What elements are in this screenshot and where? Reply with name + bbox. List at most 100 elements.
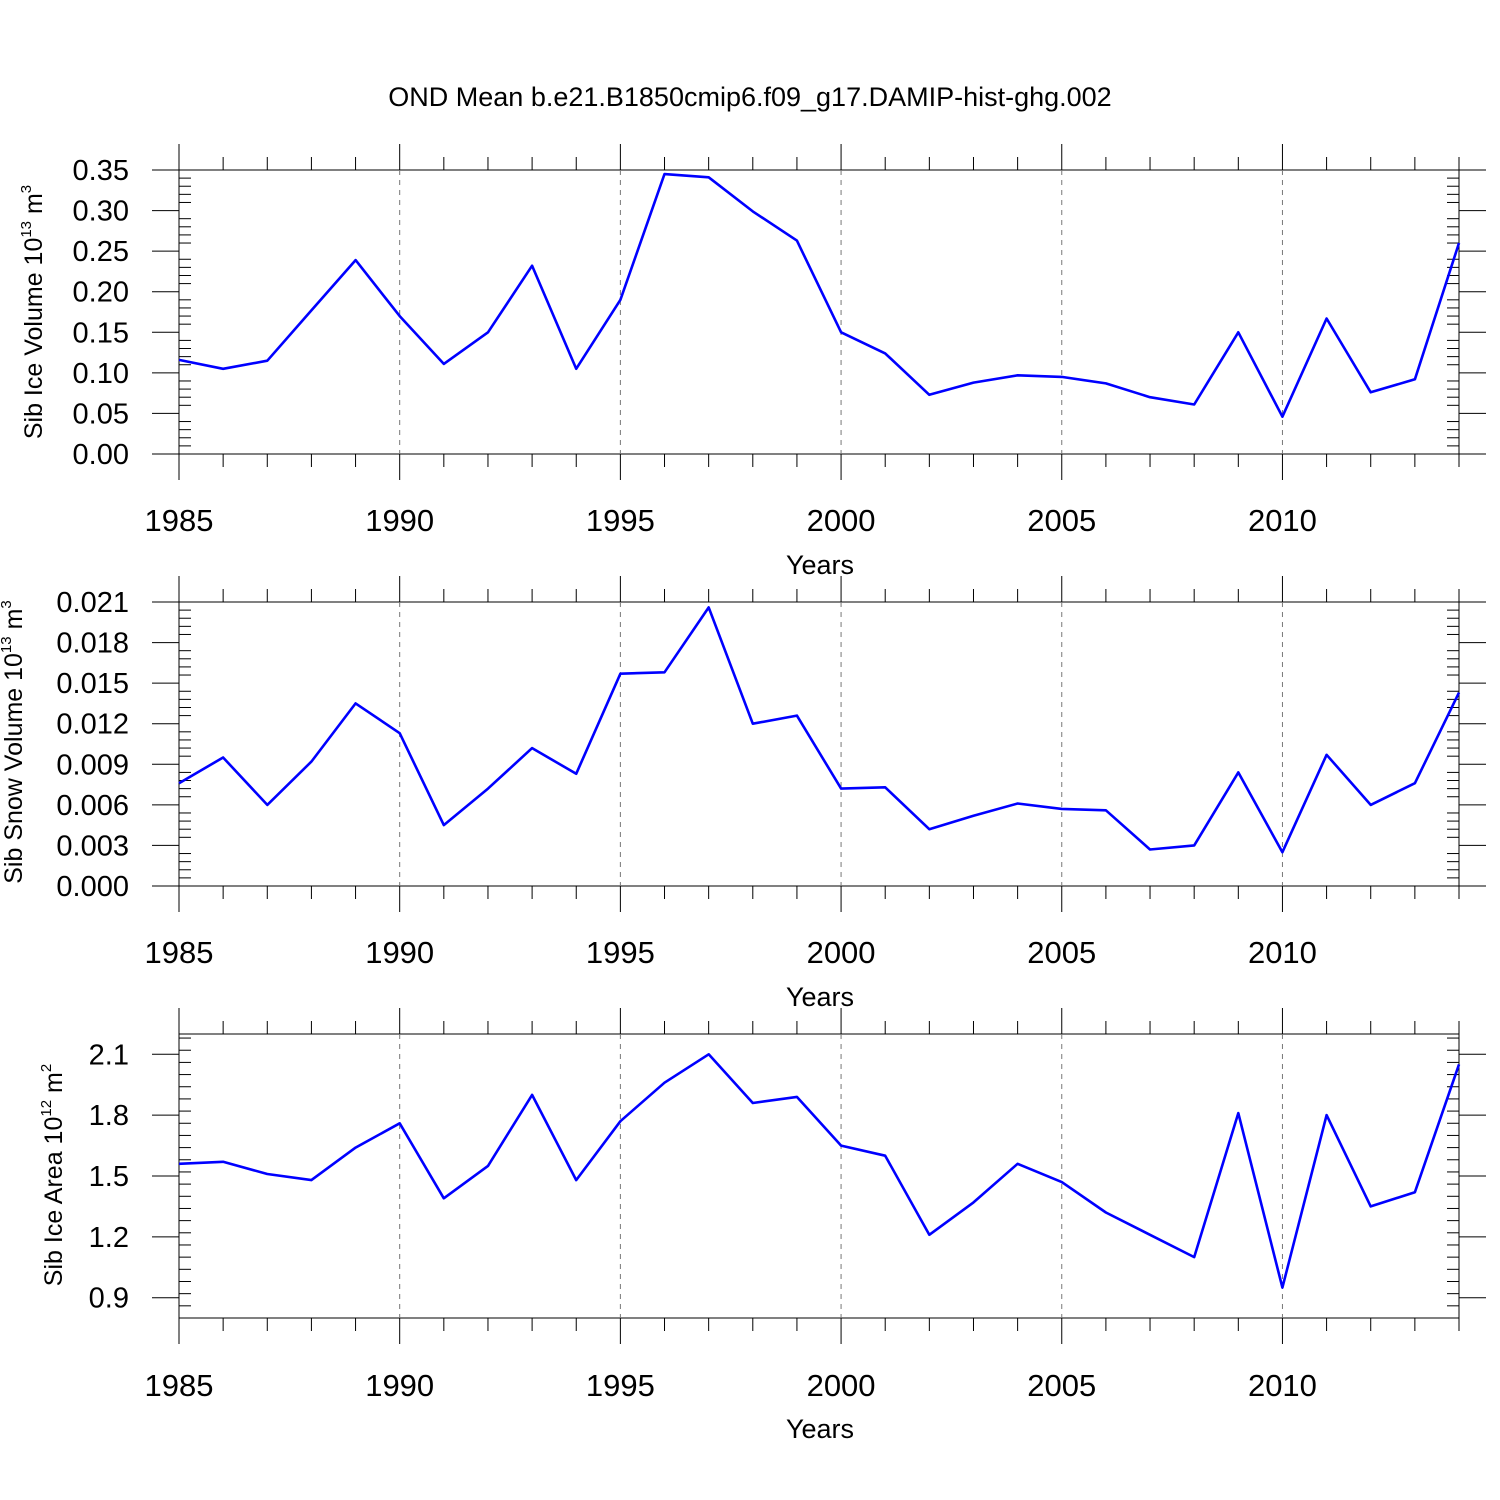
data-point [883, 351, 887, 355]
data-point [1236, 1111, 1240, 1115]
data-point [1016, 373, 1020, 377]
chart-title: OND Mean b.e21.B1850cmip6.f09_g17.DAMIP-… [388, 82, 1111, 112]
x-tick-label: 1990 [365, 1368, 434, 1403]
data-point [1413, 377, 1417, 381]
x-tick-label: 2000 [807, 935, 876, 970]
data-point [1236, 330, 1240, 334]
data-point [839, 1144, 843, 1148]
data-point [707, 605, 711, 609]
x-tick-label: 2010 [1248, 1368, 1317, 1403]
data-point [177, 781, 181, 785]
x-tick-label: 1995 [586, 503, 655, 538]
x-tick-label: 2005 [1027, 935, 1096, 970]
x-tick-label: 1995 [586, 1368, 655, 1403]
data-point [1148, 1233, 1152, 1237]
y-axis-label-unit: m [40, 1072, 68, 1100]
data-point [1325, 753, 1329, 757]
data-point [1060, 807, 1064, 811]
series-line [178, 606, 1461, 854]
data-point [1016, 802, 1020, 806]
y-tick-label: 0.35 [73, 155, 129, 187]
data-point [177, 1162, 181, 1166]
y-tick-label: 0.012 [56, 709, 129, 741]
y-tick-label: 1.5 [89, 1161, 129, 1193]
x-tick-label: 2000 [807, 503, 876, 538]
data-point [1104, 381, 1108, 385]
y-tick-label: 0.006 [56, 790, 129, 822]
y-axis-label-exp: 13 [0, 636, 15, 653]
y-tick-label: 0.10 [73, 358, 129, 390]
data-point [1280, 850, 1284, 854]
data-point [221, 1160, 225, 1164]
y-tick-label: 0.25 [73, 236, 129, 268]
y-tick-label: 2.1 [89, 1039, 129, 1071]
data-point [574, 772, 578, 776]
data-point [354, 701, 358, 705]
data-point [1280, 415, 1284, 419]
y-axis-label: Sib Ice Area 1012 m2 [38, 1064, 68, 1286]
data-point [486, 330, 490, 334]
y-tick-label: 0.00 [73, 439, 129, 471]
y-tick-label: 1.8 [89, 1100, 129, 1132]
data-point [1369, 803, 1373, 807]
x-axis-label: Years [786, 550, 854, 580]
panel-snow-volume: Years Sib Snow Volume 1013 m3 1985 1990 19… [0, 576, 1486, 1012]
data-point [663, 1081, 667, 1085]
data-point [795, 1095, 799, 1099]
data-point [1369, 1204, 1373, 1208]
data-point [927, 1233, 931, 1237]
y-axis-label-prefix: Sib Snow Volume 10 [0, 653, 28, 884]
y-tick-label: 0.009 [56, 749, 129, 781]
y-axis-label-exp: 12 [38, 1100, 55, 1117]
series-line [178, 172, 1461, 419]
y-tick-label: 0.9 [89, 1283, 129, 1315]
y-tick-label: 0.003 [56, 830, 129, 862]
y-axis-label-unit: m [0, 609, 28, 637]
data-point [751, 1101, 755, 1105]
data-point [927, 827, 931, 831]
data-point [751, 209, 755, 213]
data-point [486, 787, 490, 791]
data-point [971, 1200, 975, 1204]
data-point [530, 746, 534, 750]
data-point [1016, 1162, 1020, 1166]
plot-frame [178, 601, 1460, 887]
y-axis-label-prefix: Sib Ice Area 10 [40, 1117, 68, 1287]
data-point [1192, 403, 1196, 407]
data-point [1369, 390, 1373, 394]
data-point [883, 785, 887, 789]
x-tick-label: 2005 [1027, 503, 1096, 538]
data-point [795, 714, 799, 718]
data-point [442, 1196, 446, 1200]
data-point [442, 362, 446, 366]
y-tick-label: 0.000 [56, 871, 129, 903]
data-point [1104, 1211, 1108, 1215]
data-point [1457, 691, 1461, 695]
data-point [883, 1154, 887, 1158]
data-point [1148, 847, 1152, 851]
y-axis-label-unit-exp: 3 [18, 185, 35, 193]
data-point [1060, 1180, 1064, 1184]
x-tick-label: 2010 [1248, 503, 1317, 538]
data-point [398, 731, 402, 735]
data-point [1325, 316, 1329, 320]
data-point [265, 359, 269, 363]
data-point [1192, 1255, 1196, 1259]
data-point [309, 760, 313, 764]
x-tick-label: 1985 [145, 935, 214, 970]
y-tick-label: 0.021 [56, 587, 129, 619]
data-point [1457, 241, 1461, 245]
data-point [177, 358, 181, 362]
data-point [1413, 1190, 1417, 1194]
data-point [1192, 843, 1196, 847]
data-point [618, 672, 622, 676]
data-point [971, 814, 975, 818]
data-point [574, 1178, 578, 1182]
y-tick-label: 0.05 [73, 398, 129, 430]
plot-frame [178, 169, 1460, 455]
y-tick-label: 0.15 [73, 317, 129, 349]
data-point [839, 787, 843, 791]
data-point [574, 367, 578, 371]
plot-frame [178, 1033, 1460, 1319]
data-point [707, 1052, 711, 1056]
